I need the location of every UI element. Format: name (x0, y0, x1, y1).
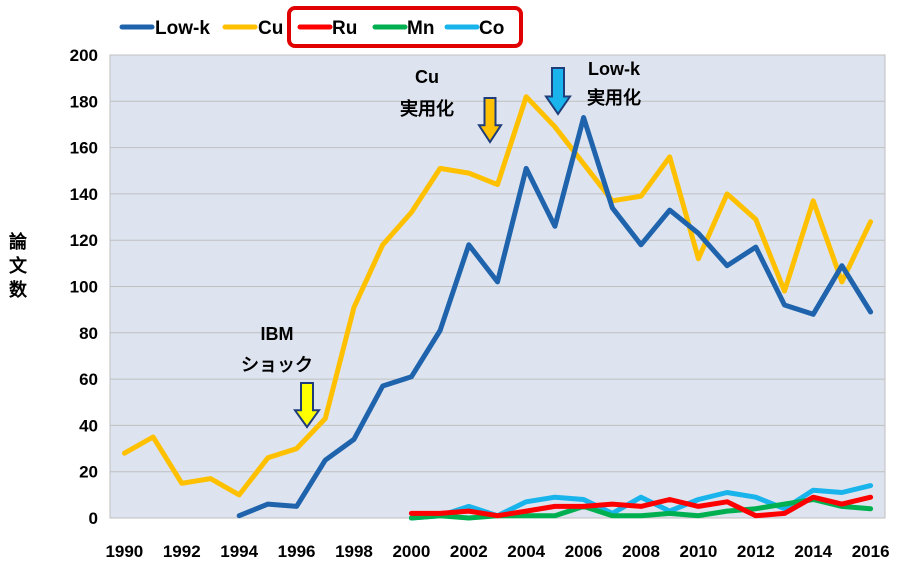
x-tick-label: 1996 (278, 542, 316, 561)
y-tick-label: 140 (70, 185, 98, 204)
annotations: IBM ショック Cu 実用化 Low-k 実用化 (241, 59, 641, 429)
y-tick-label: 200 (70, 46, 98, 65)
legend-label: Co (479, 18, 504, 39)
annotation-label: 実用化 (400, 98, 454, 119)
annotation-label: Low-k (588, 59, 641, 79)
legend-label: Low-k (155, 18, 210, 39)
legend-label: Cu (258, 18, 283, 39)
y-axis-ticks: 0 20 40 60 80 100 120 140 160 180 200 (70, 46, 98, 528)
y-tick-label: 180 (70, 92, 98, 111)
series-line-low-k (236, 115, 874, 519)
y-tick-label: 20 (79, 463, 98, 482)
x-tick-label: 1998 (335, 542, 373, 561)
x-tick-label: 2008 (622, 542, 660, 561)
legend: Low-k Cu Ru Mn Co (119, 6, 523, 48)
series-line-ru (408, 494, 874, 519)
y-tick-label: 80 (79, 324, 98, 343)
annotation-arrow (293, 382, 321, 429)
x-tick-label: 2004 (507, 542, 545, 561)
x-tick-label: 1990 (105, 542, 143, 561)
x-tick-label: 2006 (565, 542, 603, 561)
legend-highlight-box (287, 6, 523, 48)
y-tick-label: 120 (70, 231, 98, 250)
x-tick-label: 2002 (450, 542, 488, 561)
y-axis-label: 論文数 (9, 231, 28, 300)
legend-label: Ru (332, 18, 357, 39)
x-axis-ticks: 1990 1992 1994 1996 1998 2000 2002 2004 2006 2008… (105, 542, 889, 561)
x-tick-label: 2016 (852, 542, 890, 561)
gridlines (110, 54, 885, 473)
y-tick-label: 60 (79, 370, 98, 389)
series-line-cu (121, 94, 874, 498)
x-tick-label: 2000 (392, 542, 430, 561)
y-axis-label-char: 論 (9, 231, 28, 252)
legend-label: Mn (407, 18, 434, 39)
y-axis-label-char: 文 (9, 255, 28, 276)
y-tick-label: 40 (79, 416, 98, 435)
annotation-label: 実用化 (587, 87, 641, 108)
annotation-arrow (477, 97, 503, 144)
annotation-label: Cu (415, 67, 439, 87)
x-tick-label: 2010 (680, 542, 718, 561)
y-tick-label: 100 (70, 278, 98, 297)
x-tick-label: 1992 (163, 542, 201, 561)
x-tick-label: 2012 (737, 542, 775, 561)
annotation-label: ショック (241, 355, 313, 375)
y-tick-label: 160 (70, 139, 98, 158)
series-lines (121, 94, 874, 521)
y-tick-label: 0 (89, 509, 98, 528)
annotation-arrow (544, 67, 572, 116)
x-tick-label: 1994 (220, 542, 258, 561)
annotation-label: IBM (261, 324, 294, 344)
y-axis-label-char: 数 (9, 279, 28, 300)
x-tick-label: 2014 (794, 542, 832, 561)
